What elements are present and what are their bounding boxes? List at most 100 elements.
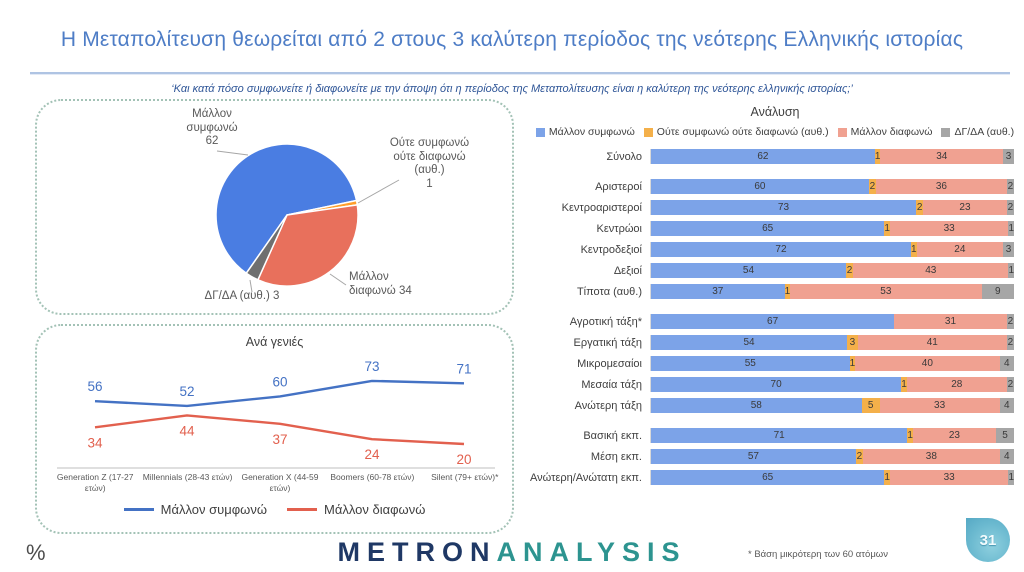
bar-row: Εργατική τάξη 54 3 41 2	[530, 335, 1020, 350]
page-number-droplet: 31	[966, 518, 1010, 562]
bar-segment-value: 1	[849, 358, 856, 369]
bar-segment: 33	[889, 221, 1009, 236]
bar-segment-value: 2	[1007, 316, 1014, 327]
bar-segment: 1	[1008, 470, 1014, 485]
pie-leader-line-2	[329, 273, 347, 286]
generations-x-axis-labels: Generation Z (17-27 ετών) Millennials (28-…	[49, 472, 511, 493]
bar-segment-value: 67	[767, 316, 779, 327]
x-axis-label: Millennials (28-43 ετών)	[142, 472, 233, 482]
line-data-label: 73	[364, 359, 379, 374]
bar-segment-value: 33	[943, 223, 955, 234]
analysis-bars: Σύνολο 62 1 34 3 Αριστεροί 60 2 36 2 Κεντροαριστερ…	[530, 149, 1020, 485]
legend-item: ΔΓ/ΔΑ (αυθ.)	[941, 126, 1014, 138]
bar-segment: 67	[651, 314, 895, 329]
bar-row: Μεσαία τάξη 70 1 28 2	[530, 377, 1020, 392]
pie-label-neither: Ούτε συμφωνώ ούτε διαφωνώ (αυθ.) 1	[382, 137, 477, 191]
page-title: Η Μεταπολίτευση θεωρείται από 2 στους 3 …	[60, 28, 964, 51]
bar-segment: 33	[879, 398, 1000, 413]
bar-row: Αριστεροί 60 2 36 2	[530, 179, 1020, 194]
pie-callout-line: συμφωνώ	[186, 121, 238, 134]
bar-segment: 53	[790, 284, 982, 299]
bar-track: 65 1 33 1	[650, 470, 1014, 485]
line-data-label: 20	[456, 452, 471, 467]
bar-segment-value: 5	[1002, 430, 1008, 441]
logo-analysis: ANALYSIS	[496, 537, 687, 567]
line-data-label: 52	[179, 384, 194, 399]
legend-line-swatch	[123, 508, 154, 511]
bar-row-label: Σύνολο	[606, 150, 642, 163]
legend-line-swatch	[286, 508, 317, 511]
bar-segment-value: 3	[1005, 244, 1012, 255]
legend-item: Ούτε συμφωνώ ούτε διαφωνώ (αυθ.)	[643, 126, 829, 138]
analysis-chart-panel: Ανάλυση Μάλλον συμφωνώ Ούτε συμφωνώ ούτε …	[530, 105, 1020, 530]
line-data-label: 24	[364, 447, 380, 462]
bar-segment: 40	[855, 356, 1000, 371]
bar-segment-value: 2	[1007, 379, 1014, 390]
bar-segment: 3	[847, 335, 858, 350]
bar-row-label: Μεσαία τάξη	[581, 378, 642, 391]
bar-row-label: Ανώτερη τάξη	[574, 399, 642, 412]
bar-segment-value: 28	[951, 379, 963, 390]
bar-segment: 36	[876, 179, 1007, 194]
bar-row: Αγροτική τάξη* 67 31 2	[530, 314, 1020, 329]
bar-segment: 28	[906, 377, 1007, 392]
bar-track: 67 31 2	[650, 314, 1014, 329]
bar-segment-value: 54	[743, 337, 755, 348]
generations-legend: Μάλλον συμφωνώ Μάλλον διαφωνώ	[37, 502, 512, 517]
legend-label: Ούτε συμφωνώ ούτε διαφωνώ (αυθ.)	[656, 126, 829, 138]
bar-segment: 2	[1006, 377, 1014, 392]
bar-segment-value: 2	[856, 451, 863, 462]
generations-line-chart: 56 52 60 73 71 34 44 37 24 20	[57, 359, 495, 469]
pie-leader-line-1	[357, 179, 400, 204]
bar-row: Τίποτα (αυθ.) 37 1 53 9	[530, 284, 1020, 299]
bar-segment: 71	[651, 428, 908, 443]
bar-row-label: Αγροτική τάξη*	[569, 315, 642, 328]
legend-label: Μάλλον διαφωνώ	[323, 502, 426, 517]
bar-track: 65 1 33 1	[650, 221, 1014, 236]
pie-callout-line: (αυθ.)	[414, 164, 445, 176]
bar-segment: 1	[874, 149, 881, 164]
bar-segment-value: 40	[921, 358, 933, 369]
bar-row: Ανώτερη/Ανώτατη εκπ. 65 1 33 1	[530, 470, 1020, 485]
bar-segment: 65	[651, 221, 885, 236]
bar-segment-value: 34	[936, 151, 948, 162]
bar-row-label: Τίποτα (αυθ.)	[576, 285, 642, 298]
pie-callout-line: Μάλλον	[192, 108, 232, 120]
bar-segment-value: 4	[1003, 400, 1010, 411]
bar-track: 70 1 28 2	[650, 377, 1014, 392]
bar-segment-value: 65	[762, 472, 774, 483]
pie-callout-line: ΔΓ/ΔΑ (αυθ.) 3	[204, 290, 280, 302]
bar-segment-value: 1	[1008, 223, 1014, 234]
bar-row-label: Κεντροδεξιοί	[580, 243, 642, 256]
bar-row-label: Αριστεροί	[595, 180, 642, 193]
page-number: 31	[979, 531, 997, 549]
legend-item: Μάλλον συμφωνώ	[535, 126, 635, 138]
legend-label: Μάλλον διαφωνώ	[850, 126, 933, 138]
bar-segment: 72	[651, 242, 911, 257]
pie-label-dk: ΔΓ/ΔΑ (αυθ.) 3	[192, 290, 292, 304]
bar-segment-value: 1	[907, 430, 913, 441]
bar-segment: 1	[849, 356, 856, 371]
bar-segment-value: 1	[910, 244, 917, 255]
bar-segment: 1	[901, 377, 907, 392]
line-series-0	[94, 379, 465, 408]
bar-track: 57 2 38 4	[650, 449, 1014, 464]
bar-segment-value: 36	[935, 181, 947, 192]
bar-segment-value: 24	[954, 244, 966, 255]
line-data-label: 60	[272, 374, 287, 389]
bar-segment: 2	[868, 179, 877, 194]
bar-segment-value: 33	[943, 472, 955, 483]
bar-track: 60 2 36 2	[650, 179, 1015, 194]
bar-segment-value: 33	[934, 400, 946, 411]
base-footnote: * Βάση μικρότερη των 60 ατόμων	[748, 549, 888, 560]
bar-segment-value: 5	[867, 400, 874, 411]
bar-segment-value: 73	[777, 202, 790, 213]
bar-segment-value: 1	[884, 472, 890, 483]
title-divider	[30, 72, 1010, 75]
pie-callout-line: Μάλλον	[349, 271, 389, 283]
bar-segment-value: 2	[916, 202, 923, 213]
bar-segment: 62	[651, 149, 875, 164]
x-axis-label: Generation X (44-59 ετών)	[241, 472, 319, 493]
bar-segment-value: 3	[849, 337, 856, 348]
bar-segment: 5	[861, 398, 880, 413]
